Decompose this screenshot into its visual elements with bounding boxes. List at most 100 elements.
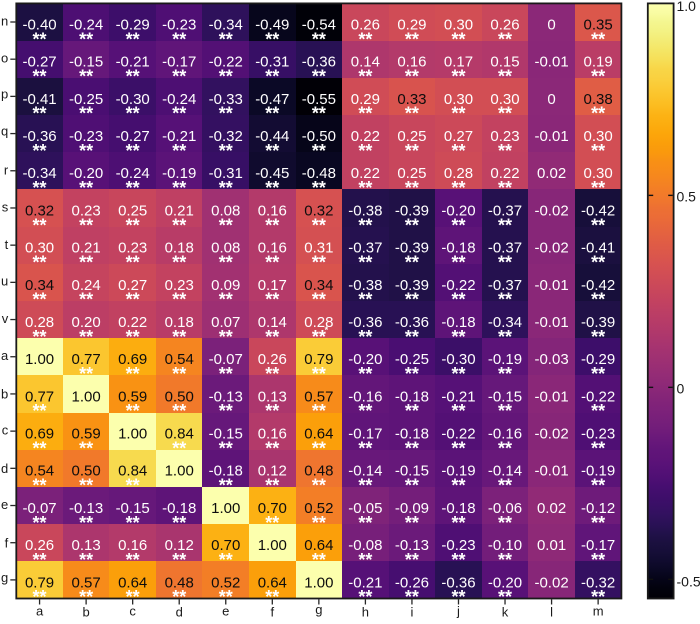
svg-text:**: ** bbox=[358, 29, 372, 49]
svg-text:**: ** bbox=[126, 215, 140, 235]
svg-text:**: ** bbox=[591, 215, 605, 235]
svg-text:**: ** bbox=[265, 364, 279, 384]
svg-text:**: ** bbox=[498, 401, 512, 421]
svg-text:**: ** bbox=[405, 66, 419, 86]
svg-text:v: v bbox=[2, 311, 9, 326]
svg-text:**: ** bbox=[172, 550, 186, 570]
svg-text:**: ** bbox=[219, 66, 233, 86]
svg-text:**: ** bbox=[358, 513, 372, 533]
svg-text:**: ** bbox=[312, 476, 326, 496]
svg-text:**: ** bbox=[451, 364, 465, 384]
svg-text:**: ** bbox=[126, 141, 140, 161]
svg-text:**: ** bbox=[498, 104, 512, 124]
svg-text:**: ** bbox=[498, 29, 512, 49]
svg-text:**: ** bbox=[312, 438, 326, 458]
svg-text:0.5: 0.5 bbox=[677, 189, 697, 205]
svg-text:**: ** bbox=[498, 141, 512, 161]
svg-text:**: ** bbox=[219, 401, 233, 421]
svg-text:**: ** bbox=[79, 29, 93, 49]
svg-text:**: ** bbox=[265, 104, 279, 124]
svg-text:**: ** bbox=[358, 587, 372, 607]
svg-text:1.00: 1.00 bbox=[72, 388, 101, 405]
svg-text:1.00: 1.00 bbox=[258, 537, 287, 554]
svg-text:**: ** bbox=[79, 178, 93, 198]
svg-text:**: ** bbox=[172, 104, 186, 124]
svg-text:**: ** bbox=[591, 66, 605, 86]
svg-text:**: ** bbox=[33, 513, 47, 533]
svg-text:**: ** bbox=[172, 587, 186, 607]
svg-text:**: ** bbox=[79, 66, 93, 86]
svg-text:**: ** bbox=[172, 66, 186, 86]
svg-text:**: ** bbox=[33, 438, 47, 458]
svg-text:**: ** bbox=[219, 178, 233, 198]
svg-text:**: ** bbox=[126, 550, 140, 570]
svg-text:**: ** bbox=[358, 550, 372, 570]
svg-text:u: u bbox=[1, 274, 8, 289]
svg-text:**: ** bbox=[358, 252, 372, 272]
svg-text:**: ** bbox=[451, 587, 465, 607]
svg-text:**: ** bbox=[33, 252, 47, 272]
svg-text:-0.01: -0.01 bbox=[534, 388, 568, 405]
svg-text:**: ** bbox=[312, 29, 326, 49]
svg-text:**: ** bbox=[451, 476, 465, 496]
svg-text:**: ** bbox=[219, 364, 233, 384]
svg-text:**: ** bbox=[33, 550, 47, 570]
svg-text:**: ** bbox=[591, 476, 605, 496]
svg-text:**: ** bbox=[79, 215, 93, 235]
svg-text:**: ** bbox=[172, 364, 186, 384]
svg-text:**: ** bbox=[172, 252, 186, 272]
svg-text:**: ** bbox=[219, 587, 233, 607]
svg-text:**: ** bbox=[219, 29, 233, 49]
svg-text:**: ** bbox=[126, 513, 140, 533]
svg-text:**: ** bbox=[219, 550, 233, 570]
svg-text:**: ** bbox=[79, 327, 93, 347]
svg-text:**: ** bbox=[219, 252, 233, 272]
svg-text:**: ** bbox=[265, 327, 279, 347]
svg-text:**: ** bbox=[405, 587, 419, 607]
svg-text:**: ** bbox=[591, 327, 605, 347]
svg-text:**: ** bbox=[312, 104, 326, 124]
svg-text:**: ** bbox=[451, 252, 465, 272]
svg-text:**: ** bbox=[498, 66, 512, 86]
svg-text:**: ** bbox=[33, 327, 47, 347]
svg-text:**: ** bbox=[591, 438, 605, 458]
svg-text:**: ** bbox=[451, 327, 465, 347]
svg-text:**: ** bbox=[405, 290, 419, 310]
svg-text:**: ** bbox=[172, 178, 186, 198]
svg-text:**: ** bbox=[79, 438, 93, 458]
svg-text:**: ** bbox=[591, 290, 605, 310]
svg-text:**: ** bbox=[265, 476, 279, 496]
svg-text:**: ** bbox=[451, 513, 465, 533]
svg-text:**: ** bbox=[219, 104, 233, 124]
svg-text:**: ** bbox=[79, 513, 93, 533]
svg-text:**: ** bbox=[312, 141, 326, 161]
svg-text:b: b bbox=[1, 387, 8, 402]
svg-text:0.02: 0.02 bbox=[537, 165, 566, 182]
svg-text:-0.02: -0.02 bbox=[534, 202, 568, 219]
svg-text:**: ** bbox=[219, 438, 233, 458]
svg-text:**: ** bbox=[33, 401, 47, 421]
svg-text:**: ** bbox=[33, 587, 47, 607]
svg-text:**: ** bbox=[358, 66, 372, 86]
svg-text:**: ** bbox=[591, 401, 605, 421]
svg-text:f: f bbox=[5, 535, 9, 550]
svg-text:**: ** bbox=[126, 104, 140, 124]
svg-text:**: ** bbox=[451, 401, 465, 421]
svg-text:**: ** bbox=[265, 29, 279, 49]
svg-text:**: ** bbox=[358, 401, 372, 421]
svg-text:**: ** bbox=[358, 141, 372, 161]
svg-text:**: ** bbox=[405, 401, 419, 421]
svg-text:**: ** bbox=[33, 29, 47, 49]
svg-text:1.0: 1.0 bbox=[677, 0, 697, 14]
svg-text:**: ** bbox=[265, 513, 279, 533]
svg-text:1.00: 1.00 bbox=[118, 426, 147, 443]
svg-text:**: ** bbox=[312, 401, 326, 421]
svg-text:-0.02: -0.02 bbox=[534, 426, 568, 443]
svg-text:-0.02: -0.02 bbox=[534, 574, 568, 591]
svg-text:**: ** bbox=[312, 215, 326, 235]
svg-text:**: ** bbox=[405, 438, 419, 458]
svg-text:**: ** bbox=[591, 513, 605, 533]
svg-text:**: ** bbox=[79, 290, 93, 310]
svg-text:**: ** bbox=[126, 364, 140, 384]
svg-text:p: p bbox=[1, 87, 8, 102]
